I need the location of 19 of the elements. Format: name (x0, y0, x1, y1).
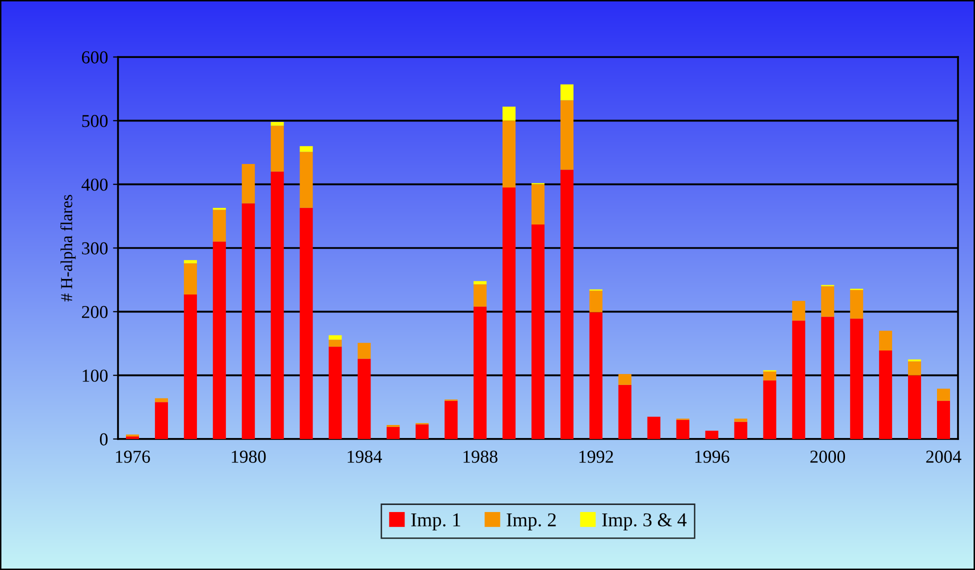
y-tick-label: 600 (82, 51, 108, 64)
y-tick-label: 100 (82, 370, 108, 382)
legend-label: Imp. 2 (506, 513, 556, 530)
x-tick-label: 1992 (579, 450, 613, 463)
y-tick-label: 0 (100, 433, 108, 446)
legend-label: Imp. 1 (411, 513, 460, 530)
x-tick-label: 2004 (926, 450, 962, 463)
x-tick-label: 1984 (348, 450, 382, 463)
x-tick-label: 1996 (695, 450, 730, 463)
x-tick-label: 1980 (232, 450, 266, 463)
y-tick-label: 300 (82, 242, 108, 254)
y-tick-label: 400 (82, 178, 108, 191)
y-tick-label: 200 (82, 306, 108, 318)
y-tick-label: 500 (82, 114, 108, 128)
x-tick-label: 2000 (810, 450, 846, 463)
x-tick-label: 1976 (116, 450, 150, 463)
x-tick-label: 1988 (464, 450, 498, 463)
legend-label: Imp. 3 & 4 (602, 513, 687, 530)
y-axis-title: # H-alpha flares (60, 194, 76, 302)
